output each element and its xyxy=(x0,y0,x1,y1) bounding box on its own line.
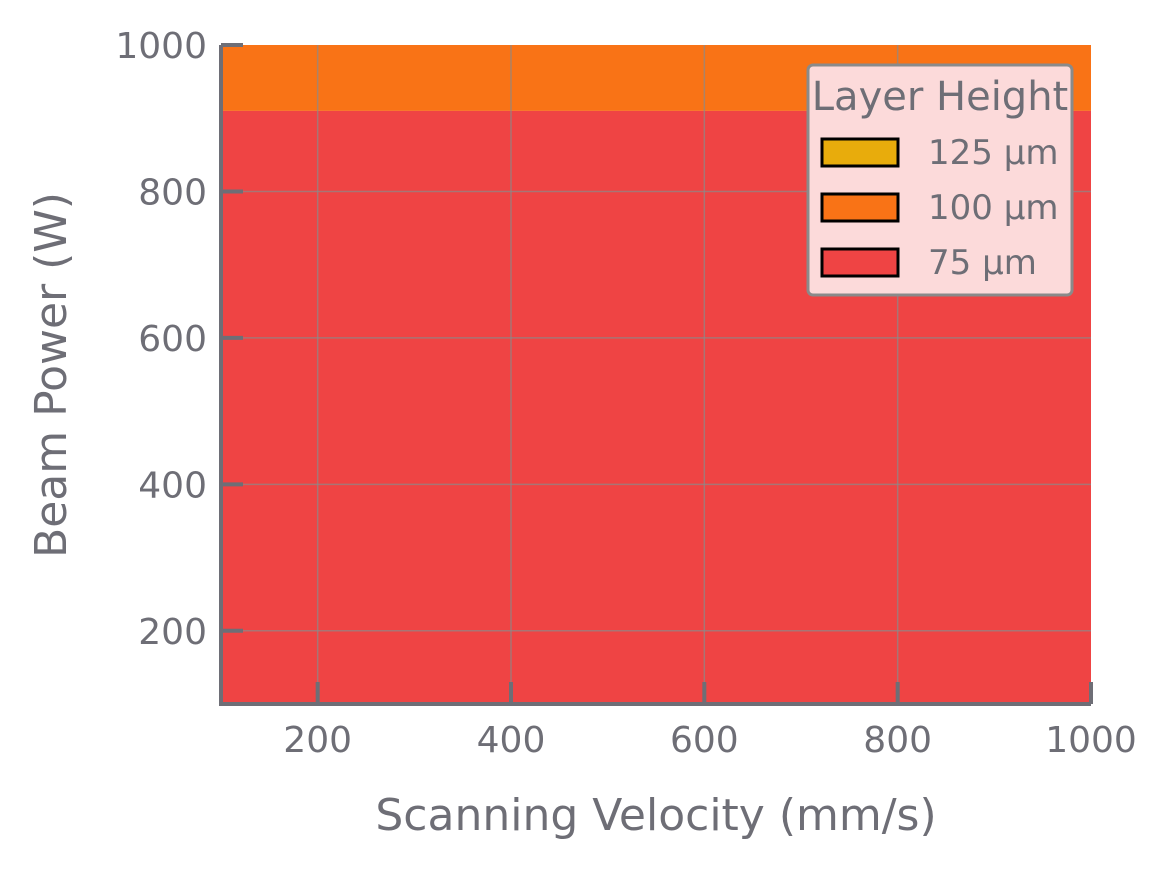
legend-label-1: 100 µm xyxy=(928,188,1058,228)
x-axis-label: Scanning Velocity (mm/s) xyxy=(375,790,936,841)
x-tick-label-4: 1000 xyxy=(1045,720,1137,761)
x-tick-label-0: 200 xyxy=(283,720,352,761)
x-tick-label-1: 400 xyxy=(477,720,546,761)
y-axis-label: Beam Power (W) xyxy=(26,192,77,558)
y-tick-label-4: 1000 xyxy=(115,26,207,67)
legend-swatch-1 xyxy=(820,192,900,223)
y-tick-label-0: 200 xyxy=(138,612,207,653)
legend-label-0: 125 µm xyxy=(928,133,1058,173)
legend-title: Layer Height xyxy=(812,74,1068,120)
y-tick-label-3: 800 xyxy=(138,172,207,213)
y-tick-label-2: 600 xyxy=(138,319,207,360)
legend-box xyxy=(806,63,1074,297)
legend: Layer Height 125 µm 100 µm 75 µm xyxy=(806,63,1074,297)
legend-swatch-0 xyxy=(820,137,900,168)
x-tick-label-2: 600 xyxy=(670,720,739,761)
legend-label-2: 75 µm xyxy=(928,243,1037,283)
x-tick-label-3: 800 xyxy=(863,720,932,761)
ticks: 200 400 600 800 1000 200 400 600 800 1000 xyxy=(115,26,1136,761)
y-tick-label-1: 400 xyxy=(138,465,207,506)
legend-swatch-2 xyxy=(820,247,900,278)
axes xyxy=(219,45,1091,706)
